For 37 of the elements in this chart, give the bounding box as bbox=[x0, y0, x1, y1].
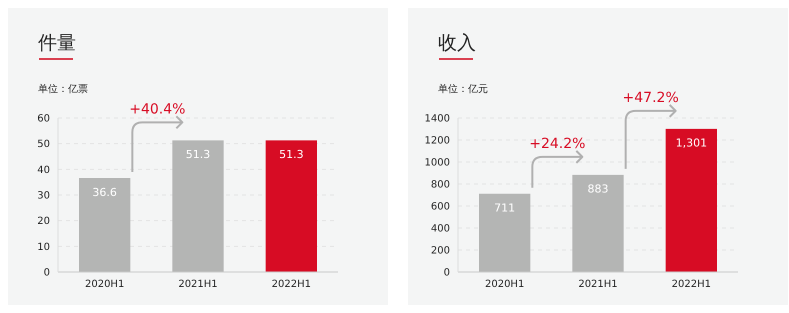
data-label: 51.3 bbox=[279, 148, 304, 162]
data-label: 883 bbox=[588, 182, 608, 196]
bar bbox=[666, 128, 717, 272]
x-tick-label: 2021H1 bbox=[578, 279, 618, 290]
text: +40.4% bbox=[129, 101, 186, 118]
y-tick-label: 50 bbox=[37, 139, 50, 150]
data-label: 36.6 bbox=[92, 186, 117, 199]
data-label: 51.3 bbox=[186, 148, 210, 162]
y-tick-label: 30 bbox=[37, 190, 50, 202]
x-tick-label: 2022H1 bbox=[672, 279, 712, 290]
y-tick-label: 600 bbox=[430, 202, 450, 213]
y-tick-label: 200 bbox=[430, 246, 450, 257]
data-label: 711 bbox=[494, 202, 516, 215]
x-tick-label: 2022H1 bbox=[272, 279, 312, 290]
x-tick-label: 2020H1 bbox=[484, 279, 524, 290]
y-tick-label: 20 bbox=[37, 216, 50, 228]
text: +47.2% bbox=[622, 90, 679, 106]
y-tick-label: 60 bbox=[37, 114, 50, 125]
y-axis-title: 单位：亿元 bbox=[438, 82, 488, 96]
y-tick-label: 10 bbox=[37, 242, 50, 253]
chart-title: 件量 bbox=[38, 31, 76, 56]
chart-title: 收入 bbox=[438, 31, 476, 56]
y-tick-label: 1200 bbox=[424, 136, 450, 147]
annotation: +24.2% bbox=[529, 136, 586, 152]
y-tick-label: 1000 bbox=[424, 158, 450, 169]
y-tick-label: 40 bbox=[37, 164, 50, 176]
y-tick-label: 400 bbox=[430, 224, 450, 235]
bar bbox=[572, 174, 624, 272]
y-tick-label: 0 bbox=[444, 268, 450, 279]
bar bbox=[479, 194, 530, 272]
x-tick-label: 2020H1 bbox=[84, 279, 124, 290]
y-tick-label: 0 bbox=[44, 268, 50, 279]
data-label: 1,301 bbox=[676, 136, 708, 150]
x-tick-label: 2021H1 bbox=[178, 279, 218, 290]
y-axis-title: 单位：亿票 bbox=[38, 82, 88, 96]
y-tick-label: 800 bbox=[430, 180, 450, 191]
y-tick-label: 1400 bbox=[424, 114, 450, 125]
